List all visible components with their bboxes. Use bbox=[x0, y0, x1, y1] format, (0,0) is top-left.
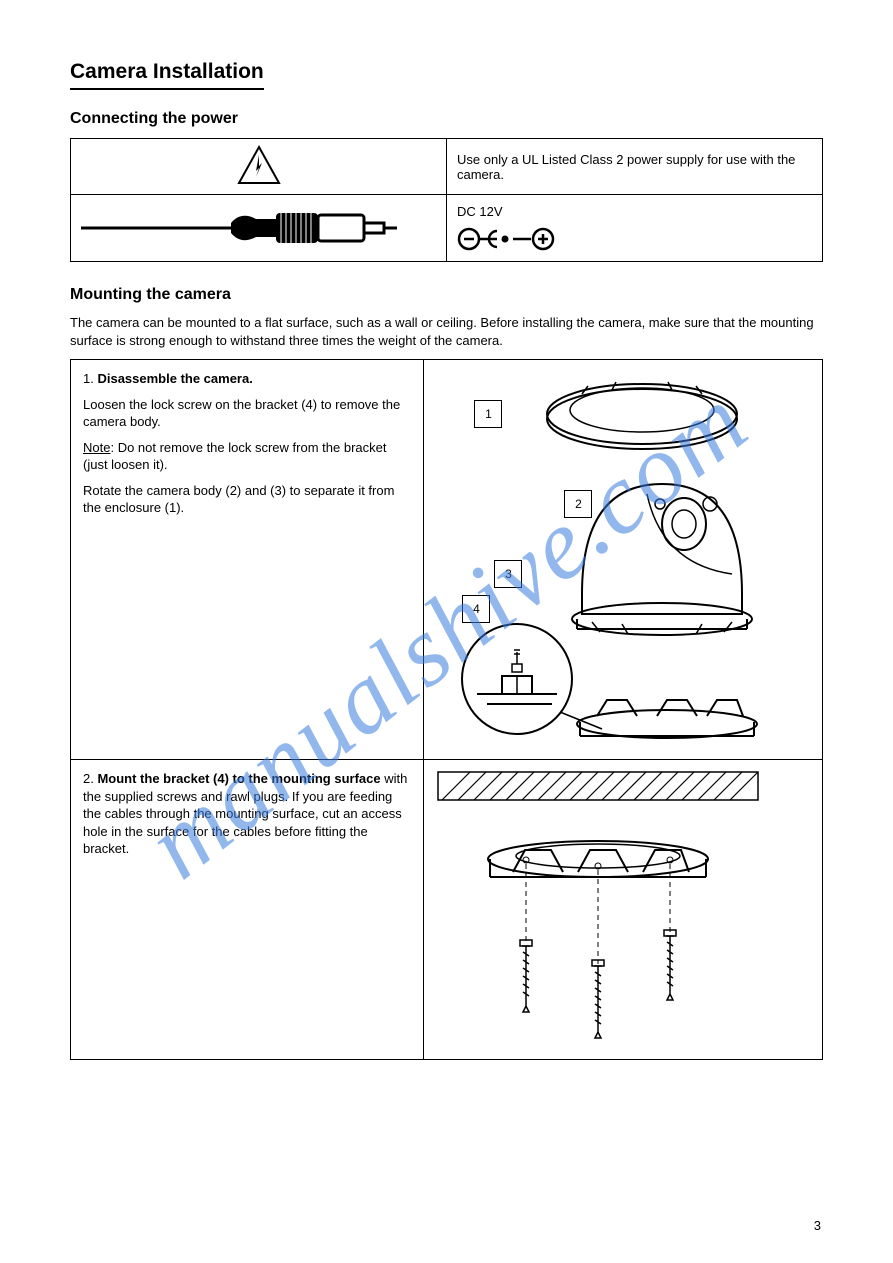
warning-triangle-icon bbox=[237, 145, 281, 185]
step-number: 1. bbox=[83, 371, 94, 386]
step-paragraph: Rotate the camera body (2) and (3) to se… bbox=[83, 482, 411, 517]
polarity-icon bbox=[457, 225, 567, 253]
bracket-mounting-icon bbox=[428, 764, 768, 1054]
note-text: : Do not remove the lock screw from the … bbox=[83, 440, 386, 473]
note-label: Note bbox=[83, 440, 110, 455]
dc-voltage-label: DC 12V bbox=[457, 204, 812, 219]
step-title: Disassemble the camera. bbox=[97, 371, 252, 386]
mounting-intro: The camera can be mounted to a flat surf… bbox=[70, 314, 823, 349]
step-paragraph: Loosen the lock screw on the bracket (4)… bbox=[83, 396, 411, 431]
polarity-cell: DC 12V bbox=[447, 195, 823, 262]
step-title: Mount the bracket (4) to the mounting su… bbox=[97, 771, 380, 786]
warning-text: Use only a UL Listed Class 2 power suppl… bbox=[447, 139, 823, 195]
mounting-table: 1. Disassemble the camera. Loosen the lo… bbox=[70, 359, 823, 1060]
power-table: Use only a UL Listed Class 2 power suppl… bbox=[70, 138, 823, 262]
step-1-text: 1. Disassemble the camera. Loosen the lo… bbox=[71, 360, 424, 760]
camera-exploded-icon bbox=[432, 364, 762, 754]
dc-jack-icon bbox=[81, 201, 401, 255]
power-subheading: Connecting the power bbox=[70, 110, 823, 128]
page-number: 3 bbox=[814, 1218, 821, 1233]
mounting-subheading: Mounting the camera bbox=[70, 286, 823, 304]
table-row: 1. Disassemble the camera. Loosen the lo… bbox=[71, 360, 823, 760]
dc-jack-cell bbox=[71, 195, 447, 262]
table-row: 2. Mount the bracket (4) to the mounting… bbox=[71, 760, 823, 1060]
step-note: Note: Do not remove the lock screw from … bbox=[83, 439, 411, 474]
step-2-text: 2. Mount the bracket (4) to the mounting… bbox=[71, 760, 424, 1060]
step-2-figure bbox=[424, 760, 823, 1060]
warning-icon-cell bbox=[71, 139, 447, 195]
step-1-figure: 1 2 3 4 bbox=[424, 360, 823, 760]
step-number: 2. bbox=[83, 771, 94, 786]
section-heading: Camera Installation bbox=[70, 60, 264, 90]
